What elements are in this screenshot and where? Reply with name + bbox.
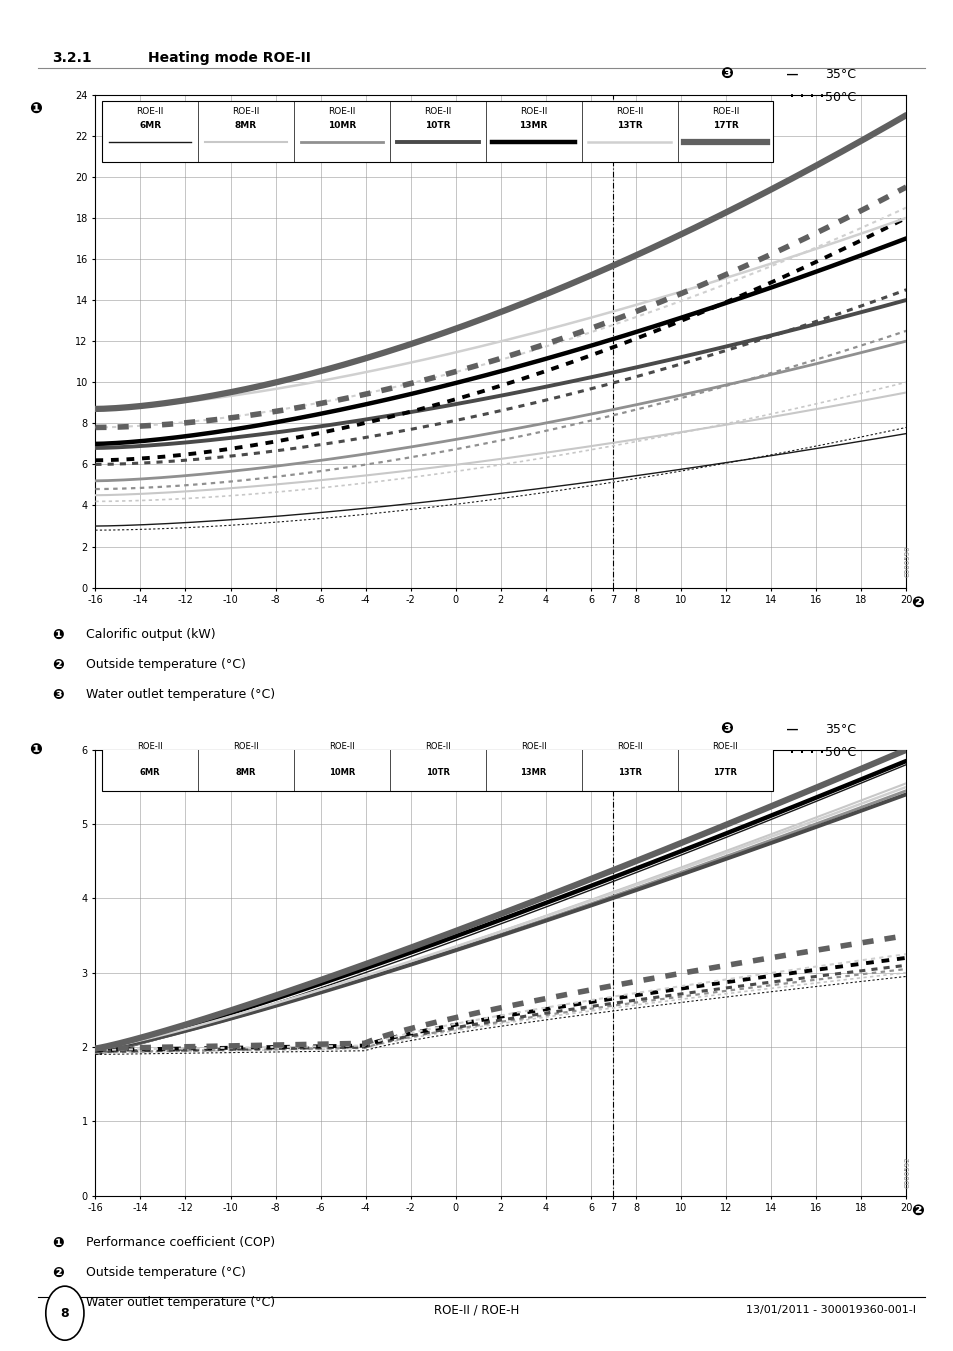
Text: ROE-II: ROE-II (424, 107, 451, 115)
Text: 6MR: 6MR (139, 120, 161, 130)
Text: —: — (786, 65, 797, 84)
Text: 6MR: 6MR (140, 767, 160, 777)
Text: ROE-II: ROE-II (711, 107, 739, 115)
Text: ❶: ❶ (29, 101, 41, 116)
Text: ❶: ❶ (52, 1236, 64, 1250)
Text: 17TR: 17TR (712, 120, 738, 130)
Text: Outside temperature (°C): Outside temperature (°C) (86, 1266, 246, 1279)
Text: 13/01/2011 - 300019360-001-I: 13/01/2011 - 300019360-001-I (745, 1305, 915, 1316)
Text: 13MR: 13MR (519, 120, 547, 130)
Text: ❷: ❷ (52, 1266, 64, 1279)
Text: —: — (786, 720, 797, 739)
Text: 8: 8 (60, 1306, 70, 1320)
Text: ROE-II: ROE-II (233, 107, 259, 115)
Text: ❶: ❶ (52, 628, 64, 642)
Text: ROE-II: ROE-II (328, 107, 355, 115)
Text: 35°C: 35°C (824, 723, 855, 736)
Text: 10MR: 10MR (329, 767, 355, 777)
Text: 35°C: 35°C (824, 68, 855, 81)
Text: ❷: ❷ (910, 594, 923, 609)
Text: ❸: ❸ (720, 721, 732, 736)
Bar (102, 101, 773, 162)
Text: 13MR: 13MR (520, 767, 546, 777)
Text: 8MR: 8MR (234, 120, 256, 130)
Text: Outside temperature (°C): Outside temperature (°C) (86, 658, 246, 671)
Text: ROE-II: ROE-II (712, 742, 738, 751)
Text: ROE-II: ROE-II (616, 742, 641, 751)
Text: C000592: C000592 (903, 1156, 910, 1189)
Bar (102, 735, 773, 790)
Text: Water outlet temperature (°C): Water outlet temperature (°C) (86, 1296, 274, 1309)
Text: ROE-II: ROE-II (424, 742, 450, 751)
Text: ❸: ❸ (52, 1296, 64, 1309)
Text: ROE-II / ROE-H: ROE-II / ROE-H (434, 1304, 519, 1317)
Text: 50°C: 50°C (824, 746, 856, 759)
Text: 8MR: 8MR (235, 767, 256, 777)
Text: ❷: ❷ (910, 1202, 923, 1217)
Text: 17TR: 17TR (713, 767, 737, 777)
Text: 10MR: 10MR (328, 120, 355, 130)
Text: 10TR: 10TR (425, 767, 449, 777)
Text: Calorific output (kW): Calorific output (kW) (86, 628, 215, 642)
Text: ❸: ❸ (720, 66, 732, 81)
Text: ❶: ❶ (29, 743, 41, 758)
Text: ····: ···· (786, 743, 826, 762)
Text: 13TR: 13TR (616, 120, 641, 130)
Text: ROE-II: ROE-II (233, 742, 258, 751)
Text: Performance coefficient (COP): Performance coefficient (COP) (86, 1236, 274, 1250)
Text: C000590: C000590 (903, 546, 910, 577)
Text: ROE-II: ROE-II (616, 107, 642, 115)
Text: ROE-II: ROE-II (329, 742, 355, 751)
Text: ❸: ❸ (52, 688, 64, 701)
Text: ❷: ❷ (52, 658, 64, 671)
Text: Heating mode ROE-II: Heating mode ROE-II (148, 51, 311, 65)
Text: 50°C: 50°C (824, 91, 856, 104)
Text: 10TR: 10TR (425, 120, 450, 130)
Text: ····: ···· (786, 88, 826, 107)
Text: ROE-II: ROE-II (520, 742, 546, 751)
Text: 3.2.1: 3.2.1 (52, 51, 92, 65)
Text: ROE-II: ROE-II (137, 742, 163, 751)
Text: ROE-II: ROE-II (519, 107, 547, 115)
Text: 13TR: 13TR (617, 767, 640, 777)
Text: Water outlet temperature (°C): Water outlet temperature (°C) (86, 688, 274, 701)
Text: ROE-II: ROE-II (136, 107, 164, 115)
